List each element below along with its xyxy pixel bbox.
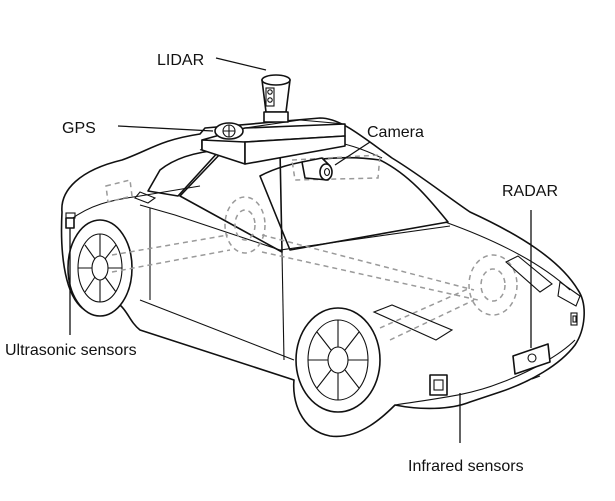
ultrasonic-sensors	[65, 217, 75, 229]
label-ultrasonic-sensors: Ultrasonic sensors	[5, 342, 137, 359]
side-vent	[372, 304, 454, 341]
infrared-sensor	[429, 374, 448, 396]
hidden-internals	[105, 154, 518, 341]
label-infrared-sensors: Infrared sensors	[408, 458, 524, 475]
roof-sensor-rack	[201, 119, 346, 165]
rear-wheel	[67, 219, 133, 317]
camera-sensor	[301, 157, 333, 181]
label-gps: GPS	[62, 120, 96, 137]
lidar-sensor	[261, 74, 291, 123]
gps-sensor	[214, 122, 244, 140]
leader-lines	[69, 57, 532, 443]
label-camera: Camera	[367, 124, 424, 141]
front-wheel	[295, 307, 381, 413]
label-radar: RADAR	[502, 183, 558, 200]
label-lidar: LIDAR	[157, 52, 204, 69]
hood-vent	[505, 255, 553, 293]
radar-sensor	[512, 343, 551, 380]
